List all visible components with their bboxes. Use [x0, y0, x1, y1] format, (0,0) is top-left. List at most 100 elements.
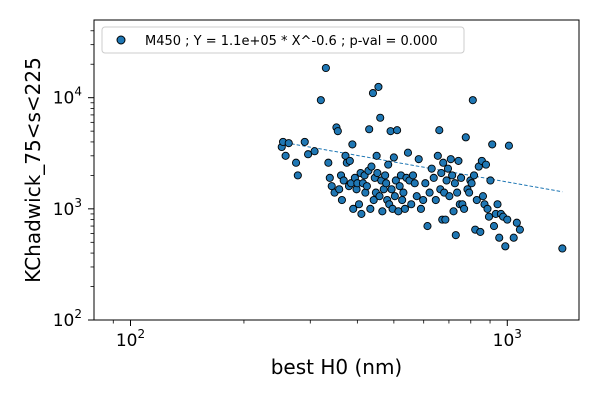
x-axis-label: best H0 (nm) [271, 355, 403, 379]
data-point [451, 231, 460, 240]
data-point [460, 204, 469, 213]
data-point [399, 188, 408, 197]
data-point [389, 153, 398, 162]
data-point [489, 222, 499, 231]
data-point [349, 204, 358, 213]
data-point [321, 63, 330, 73]
data-point [515, 225, 524, 234]
data-point [391, 176, 400, 185]
data-point [495, 233, 504, 242]
data-point [449, 207, 458, 216]
data-point [368, 89, 377, 98]
data-point [339, 176, 348, 185]
data-point [375, 192, 384, 201]
fit-line [280, 141, 563, 193]
data-point [354, 200, 364, 209]
data-point [431, 195, 440, 205]
data-point [281, 151, 290, 160]
data-point [412, 192, 421, 201]
data-points-layer [277, 63, 567, 253]
data-point [291, 158, 301, 167]
data-point [467, 179, 476, 188]
data-point [461, 133, 470, 142]
data-point [429, 173, 438, 182]
data-point [384, 160, 393, 169]
data-point [407, 200, 416, 209]
data-point [423, 222, 432, 231]
y-axis-ticks: 102 103 104 [53, 30, 94, 331]
data-point [390, 192, 399, 201]
y-tick-label: 104 [53, 85, 82, 109]
data-point [395, 182, 404, 191]
data-point [357, 209, 366, 218]
data-point [416, 204, 426, 213]
data-point [476, 227, 485, 236]
data-point [410, 179, 419, 188]
legend-label: M450 ; Y = 1.1e+05 * X^-0.6 ; p-val = 0.… [145, 34, 438, 49]
legend-box [101, 26, 465, 54]
data-point [558, 244, 567, 253]
data-point [335, 185, 344, 194]
data-point [300, 137, 309, 146]
data-point [472, 195, 481, 205]
data-point [483, 204, 492, 213]
data-point [316, 96, 325, 105]
data-point [419, 195, 428, 205]
data-point [337, 195, 346, 205]
data-point [398, 195, 407, 205]
data-point [425, 188, 434, 197]
data-point [378, 207, 387, 216]
data-point [443, 164, 453, 173]
data-point [387, 185, 396, 194]
data-point [453, 188, 462, 197]
data-point [386, 127, 395, 136]
data-point [408, 171, 418, 180]
data-point [381, 171, 390, 180]
data-point [304, 150, 313, 159]
data-point [433, 151, 442, 160]
data-point [445, 192, 454, 201]
data-point [493, 200, 502, 209]
data-point [382, 179, 391, 188]
data-point [437, 168, 446, 178]
legend: M450 ; Y = 1.1e+05 * X^-0.6 ; p-val = 0.… [101, 26, 465, 54]
y-tick-label: 103 [53, 196, 82, 220]
data-point [333, 127, 342, 136]
data-point [325, 173, 334, 182]
data-point [400, 204, 409, 213]
data-point [450, 179, 459, 188]
data-point [446, 155, 455, 164]
plot-frame [93, 19, 580, 321]
data-point [427, 164, 436, 173]
data-point [324, 158, 333, 167]
data-point [448, 171, 457, 180]
data-point [367, 162, 376, 171]
data-point [435, 126, 444, 135]
data-point [441, 215, 450, 224]
data-point [501, 242, 510, 251]
data-point [504, 141, 513, 150]
x-tick-label: 103 [493, 327, 522, 351]
data-point [442, 176, 451, 185]
data-point [468, 96, 477, 105]
data-point [345, 156, 354, 165]
data-point [481, 160, 491, 169]
data-point [369, 195, 378, 205]
data-point [454, 156, 463, 165]
data-point [439, 158, 448, 167]
data-point [486, 176, 495, 185]
data-point [348, 140, 357, 149]
data-point [376, 113, 385, 122]
data-point [362, 182, 371, 191]
data-point [478, 192, 488, 201]
data-point [488, 140, 497, 149]
y-axis-label: KChadwick_75<s<225 [21, 57, 45, 283]
legend-marker [116, 35, 126, 45]
data-point [373, 168, 382, 178]
data-point [403, 148, 413, 157]
data-point [509, 233, 518, 242]
data-point [512, 218, 521, 227]
x-axis-ticks: 102 103 [112, 320, 522, 351]
data-point [366, 204, 375, 213]
